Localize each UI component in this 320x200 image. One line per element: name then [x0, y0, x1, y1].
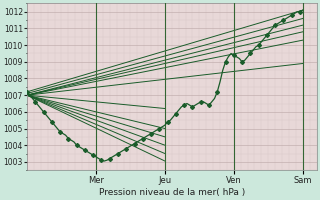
X-axis label: Pression niveau de la mer( hPa ): Pression niveau de la mer( hPa ) [99, 188, 245, 197]
